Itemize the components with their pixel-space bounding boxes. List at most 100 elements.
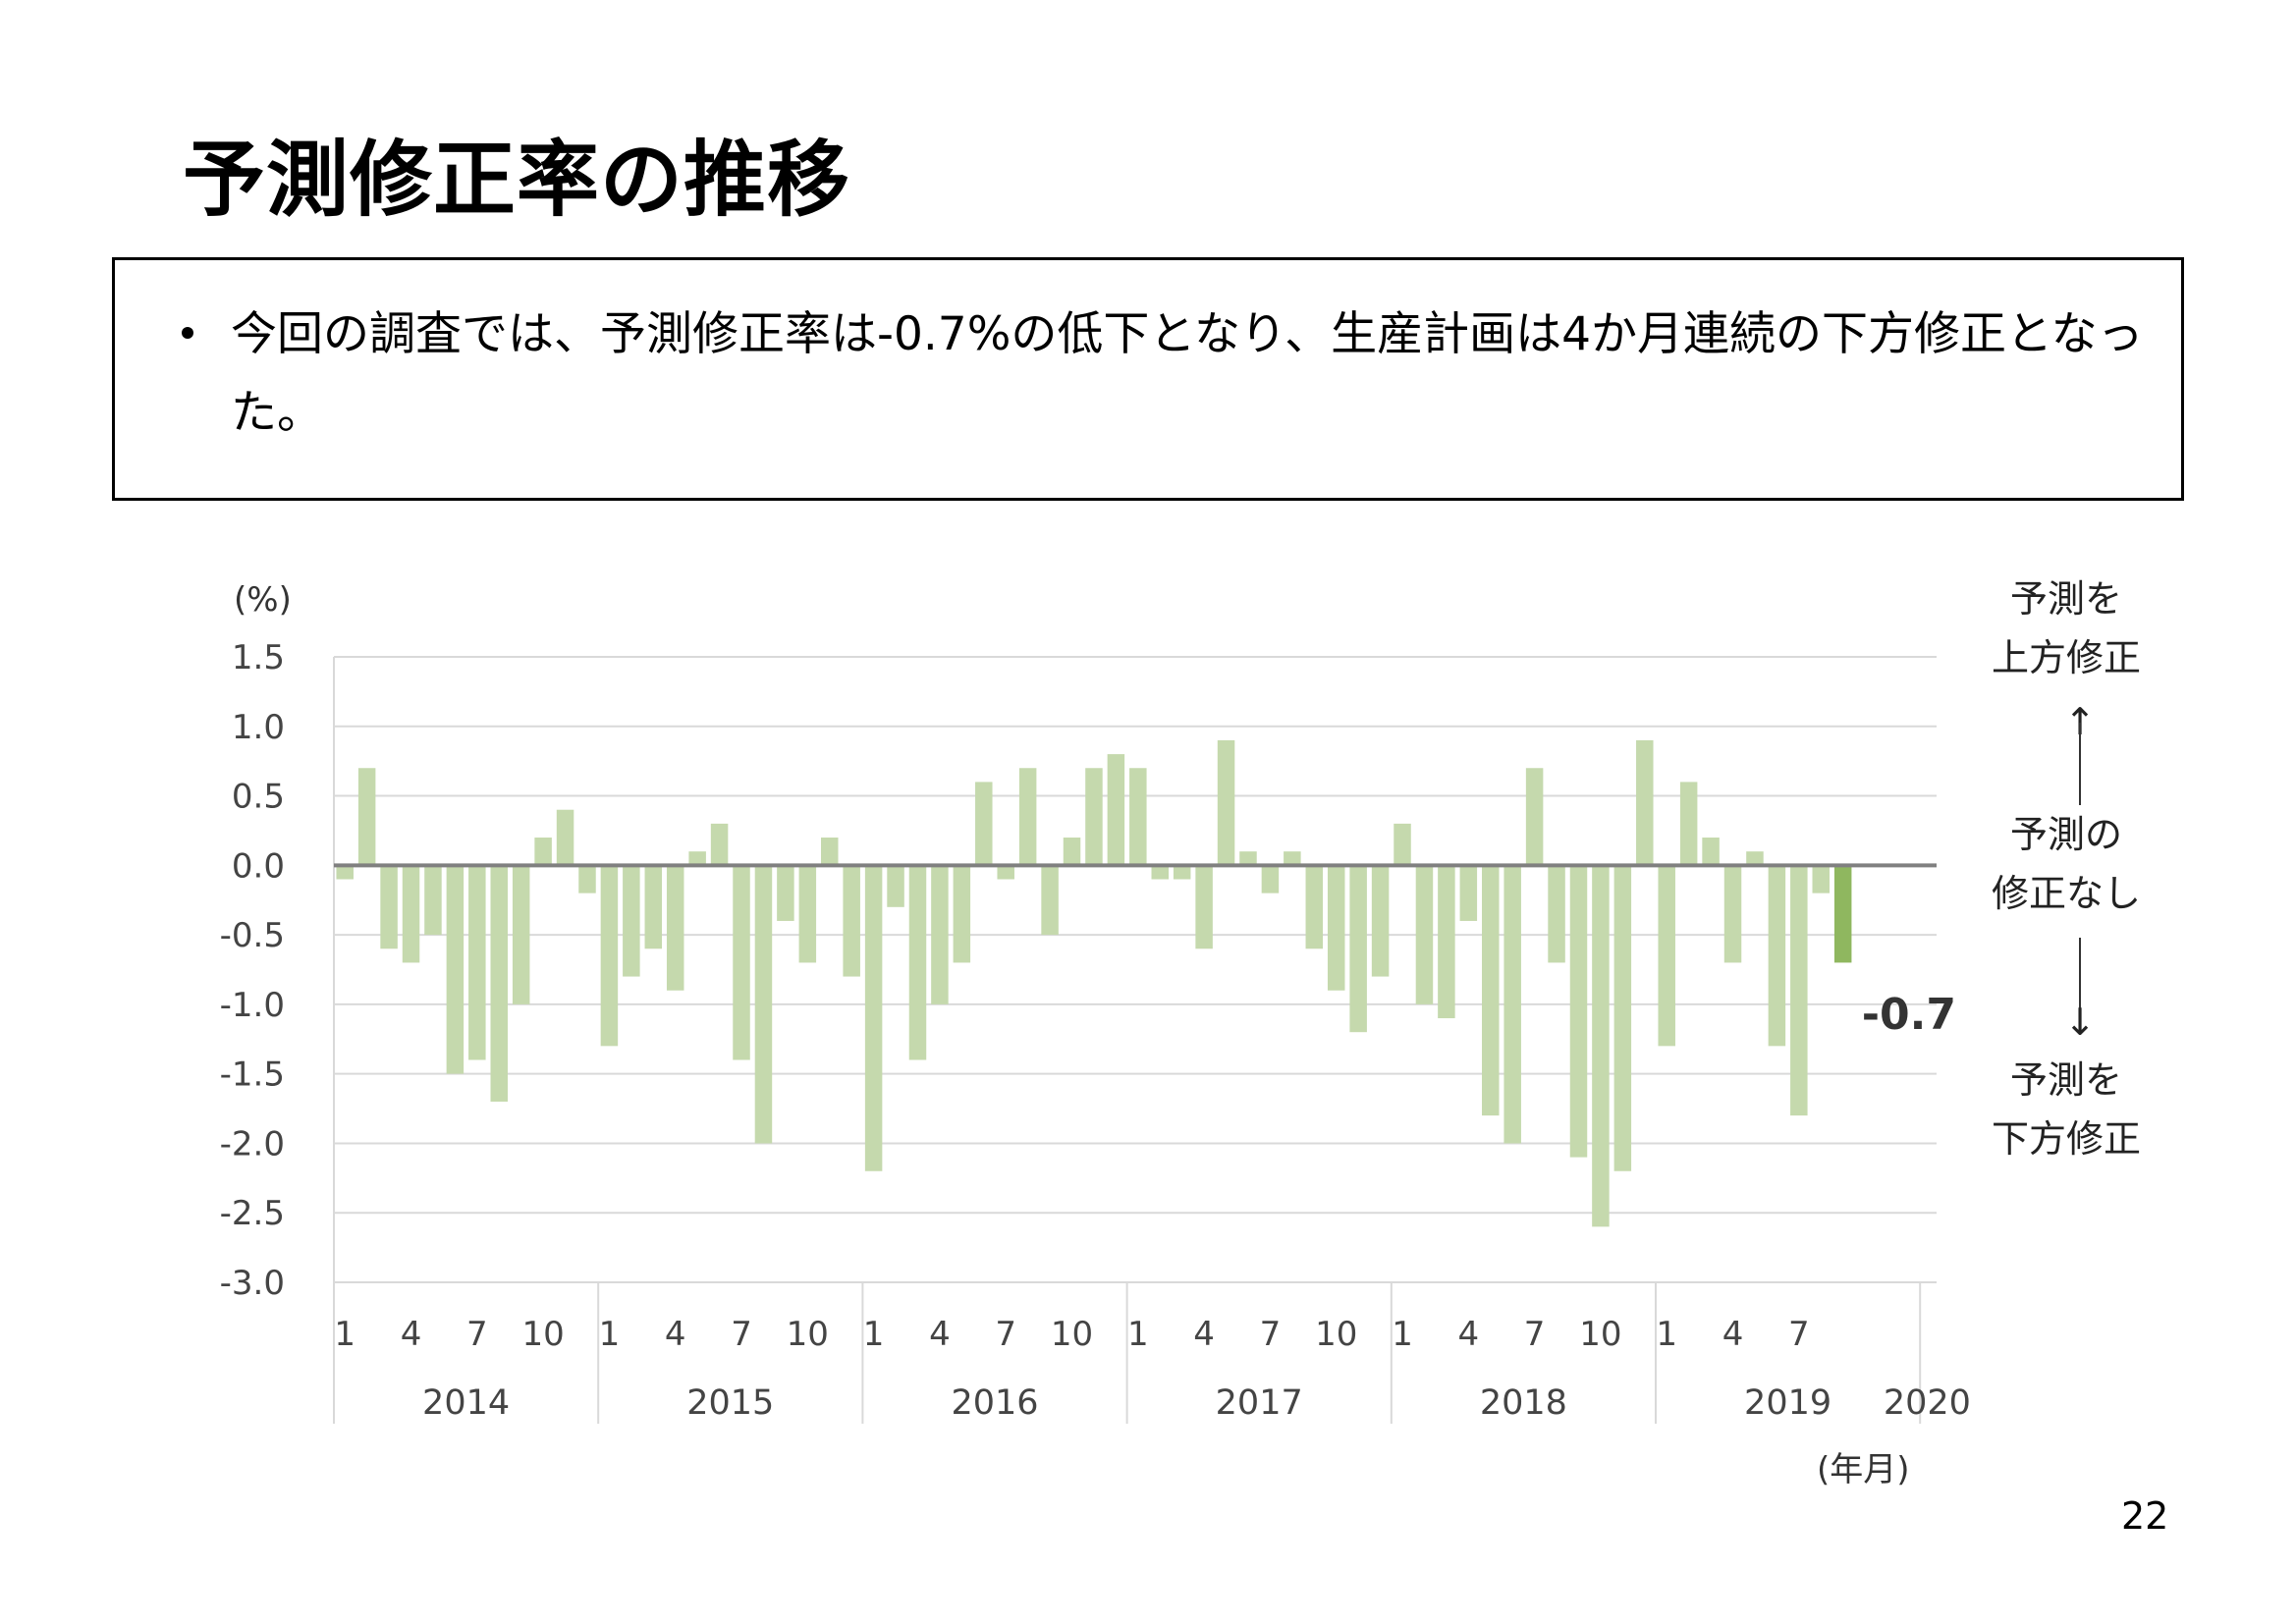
bar	[1261, 865, 1280, 893]
bar	[1679, 782, 1698, 866]
bar	[1592, 865, 1610, 1227]
year-label: 2018	[1480, 1383, 1567, 1423]
arrow-down-icon: ↓	[2064, 1001, 2096, 1044]
bar	[1349, 865, 1367, 1033]
x-tick-label: 1	[863, 1315, 885, 1354]
bar	[1723, 865, 1742, 963]
bar	[578, 865, 596, 893]
bar	[1107, 754, 1125, 866]
year-label: 2015	[686, 1383, 774, 1423]
x-tick-label: 7	[731, 1315, 752, 1354]
bullet-point	[182, 327, 193, 339]
page-title: 予測修正率の推移	[183, 132, 851, 228]
bar	[710, 823, 729, 866]
bar	[798, 865, 817, 963]
summary-text: 今回の調査では、予測修正率は-0.7%の低下となり、生産計画は4か月連続の下方修…	[231, 307, 2144, 440]
year-label: 2020	[1884, 1383, 1971, 1423]
x-tick-label: 4	[401, 1315, 422, 1354]
y-tick-label: 1.0	[232, 708, 285, 747]
bar	[402, 865, 420, 963]
bar	[931, 865, 949, 1004]
bar	[821, 838, 839, 866]
x-tick-label: 1	[1127, 1315, 1149, 1354]
x-tick-label: 1	[334, 1315, 355, 1354]
bar	[1284, 851, 1301, 866]
latest-value-label: -0.7	[1862, 990, 1956, 1040]
x-tick-label: 7	[466, 1315, 488, 1354]
bar	[997, 865, 1014, 880]
y-tick-label: 0.0	[232, 846, 285, 886]
bar	[1658, 865, 1675, 1047]
bar	[644, 865, 663, 949]
bar	[600, 865, 619, 1047]
bar	[864, 865, 883, 1171]
year-label: 2014	[422, 1383, 510, 1423]
bar	[887, 865, 904, 907]
bar	[1636, 739, 1654, 866]
bar	[1239, 851, 1257, 866]
x-tick-label: 1	[1392, 1315, 1413, 1354]
lower-annotation-line1: 予測を	[2010, 1058, 2122, 1102]
x-tick-label: 10	[521, 1315, 564, 1354]
x-tick-label: 1	[599, 1315, 621, 1354]
year-label: 2019	[1744, 1383, 1831, 1423]
bar	[1812, 865, 1830, 893]
y-tick-label: -0.5	[220, 916, 285, 955]
bar	[424, 865, 442, 936]
bar	[1438, 865, 1455, 1019]
bar	[953, 865, 971, 963]
bar	[336, 865, 354, 880]
bar	[380, 865, 398, 949]
middle-annotation-line1: 予測の	[2010, 813, 2122, 856]
y-tick-label: -2.5	[220, 1194, 285, 1233]
bar	[1063, 838, 1081, 866]
year-label: 2016	[951, 1383, 1038, 1423]
bar	[490, 865, 508, 1102]
x-tick-label: 10	[787, 1315, 829, 1354]
x-tick-label: 7	[1260, 1315, 1282, 1354]
y-tick-label: 1.5	[232, 638, 285, 677]
y-tick-label: -1.5	[220, 1056, 285, 1095]
bar	[1151, 865, 1169, 880]
x-tick-label: 7	[1788, 1315, 1810, 1354]
bar	[1525, 768, 1544, 866]
bar	[666, 865, 684, 991]
bar	[843, 865, 860, 977]
bar	[975, 782, 993, 866]
bar	[1018, 768, 1037, 866]
bar	[754, 865, 773, 1144]
bar	[1217, 739, 1235, 866]
summary-box: 今回の調査では、予測修正率は-0.7%の低下となり、生産計画は4か月連続の下方修…	[112, 257, 2184, 501]
bar	[1327, 865, 1345, 991]
annotations: 予測を 上方修正 予測の 修正なし 予測を 下方修正 ↑ ↓	[1992, 577, 2141, 1161]
middle-annotation-line2: 修正なし	[1992, 872, 2141, 915]
upper-annotation-line1: 予測を	[2010, 577, 2122, 621]
x-tick-label: 7	[1524, 1315, 1546, 1354]
bar	[1702, 838, 1720, 866]
bar	[468, 865, 486, 1060]
bar	[1394, 823, 1411, 866]
page-number: 22	[2121, 1494, 2169, 1538]
bar	[1569, 865, 1588, 1158]
bar	[688, 851, 706, 866]
bar	[1746, 851, 1764, 866]
y-tick-label: 0.5	[232, 778, 285, 817]
x-tick-label: 10	[1579, 1315, 1621, 1354]
axes: 1.51.00.50.0-0.5-1.0-1.5-2.0-2.5-3.01 4 7 1…	[220, 638, 1971, 1424]
bar	[1768, 865, 1786, 1047]
x-tick-label: 4	[1722, 1315, 1744, 1354]
bar	[1085, 768, 1103, 866]
latest-bar	[1833, 865, 1852, 963]
bar	[357, 768, 376, 866]
x-tick-label: 10	[1315, 1315, 1357, 1354]
bar	[556, 809, 574, 866]
x-tick-label: 7	[995, 1315, 1016, 1354]
x-tick-label: 4	[1193, 1315, 1215, 1354]
x-tick-label: 4	[665, 1315, 686, 1354]
bar	[1371, 865, 1390, 977]
bar	[623, 865, 640, 977]
upper-annotation-line2: 上方修正	[1992, 636, 2141, 679]
bar	[1195, 865, 1213, 949]
x-tick-label: 10	[1051, 1315, 1093, 1354]
